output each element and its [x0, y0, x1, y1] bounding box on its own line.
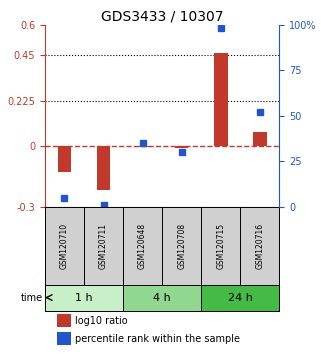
- Bar: [175, 146, 188, 148]
- Text: 24 h: 24 h: [228, 292, 253, 303]
- Bar: [58, 146, 71, 172]
- Bar: [57, 332, 71, 345]
- Text: GSM120648: GSM120648: [138, 223, 147, 269]
- Text: 1 h: 1 h: [75, 292, 93, 303]
- Text: GSM120710: GSM120710: [60, 223, 69, 269]
- FancyBboxPatch shape: [201, 285, 279, 310]
- Text: GSM120716: GSM120716: [255, 223, 264, 269]
- Bar: [136, 146, 149, 147]
- Text: 4 h: 4 h: [153, 292, 171, 303]
- Bar: [97, 146, 110, 190]
- Text: GSM120715: GSM120715: [216, 223, 225, 269]
- Title: GDS3433 / 10307: GDS3433 / 10307: [101, 10, 223, 24]
- Text: GSM120711: GSM120711: [99, 223, 108, 269]
- Bar: [214, 53, 228, 146]
- Bar: [253, 132, 266, 146]
- FancyBboxPatch shape: [123, 285, 201, 310]
- FancyBboxPatch shape: [45, 285, 123, 310]
- Text: log10 ratio: log10 ratio: [75, 316, 128, 326]
- Bar: [57, 314, 71, 327]
- Text: time: time: [21, 292, 43, 303]
- Text: GSM120708: GSM120708: [177, 223, 186, 269]
- Text: percentile rank within the sample: percentile rank within the sample: [75, 334, 240, 344]
